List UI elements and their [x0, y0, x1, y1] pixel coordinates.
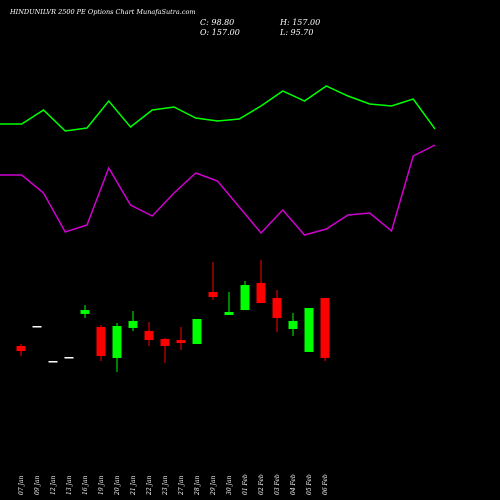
x-tick-label: 12 Jan: [50, 475, 57, 495]
candle-body: [288, 320, 298, 329]
candle-body: [224, 311, 234, 315]
x-tick-label: 02 Feb: [258, 474, 265, 495]
x-tick-label: 29 Jan: [210, 475, 217, 496]
x-tick-label: 16 Jan: [82, 475, 89, 495]
candle-body: [256, 282, 266, 304]
candle-body: [240, 285, 250, 311]
candle-body: [176, 340, 186, 343]
candle-body: [64, 357, 74, 359]
candle-body: [272, 297, 282, 318]
x-tick-label: 07 Jan: [18, 475, 25, 495]
chart-title: HINDUNILVR 2500 PE Options Chart MunafaS…: [9, 8, 196, 16]
x-tick-label: 13 Jan: [66, 475, 73, 495]
x-tick-label: 04 Feb: [290, 474, 297, 495]
candle-body: [192, 319, 202, 345]
x-tick-label: 19 Jan: [98, 475, 105, 495]
candle-body: [80, 310, 90, 314]
x-tick-label: 05 Feb: [306, 474, 313, 495]
x-tick-label: 20 Jan: [114, 475, 121, 496]
open-label: O: 157.00: [200, 28, 240, 37]
candle-body: [96, 327, 106, 356]
x-tick-label: 21 Jan: [130, 475, 137, 496]
x-tick-label: 01 Feb: [242, 474, 249, 495]
x-tick-label: 28 Jan: [194, 475, 201, 496]
x-tick-label: 30 Jan: [226, 475, 233, 495]
indicator-line: [0, 144, 436, 236]
candle-body: [160, 338, 170, 346]
candle-body: [112, 326, 122, 359]
candle-body: [32, 326, 42, 328]
candle-body: [208, 292, 218, 297]
candle-body: [48, 361, 58, 363]
candle-body: [320, 297, 330, 358]
x-tick-label: 06 Feb: [322, 474, 329, 495]
close-label: C: 98.80: [200, 18, 234, 27]
candle-body: [16, 345, 26, 352]
indicator-line: [0, 85, 436, 132]
candle-body: [144, 330, 154, 341]
candle-body: [128, 320, 138, 328]
x-tick-label: 09 Jan: [34, 475, 41, 495]
low-label: L: 95.70: [279, 28, 313, 37]
x-tick-label: 23 Jan: [162, 475, 169, 496]
x-tick-label: 27 Jan: [178, 475, 185, 496]
x-tick-label: 22 Jan: [146, 475, 153, 496]
x-tick-label: 03 Feb: [274, 474, 281, 495]
candle-body: [304, 307, 314, 352]
high-label: H: 157.00: [279, 18, 320, 27]
